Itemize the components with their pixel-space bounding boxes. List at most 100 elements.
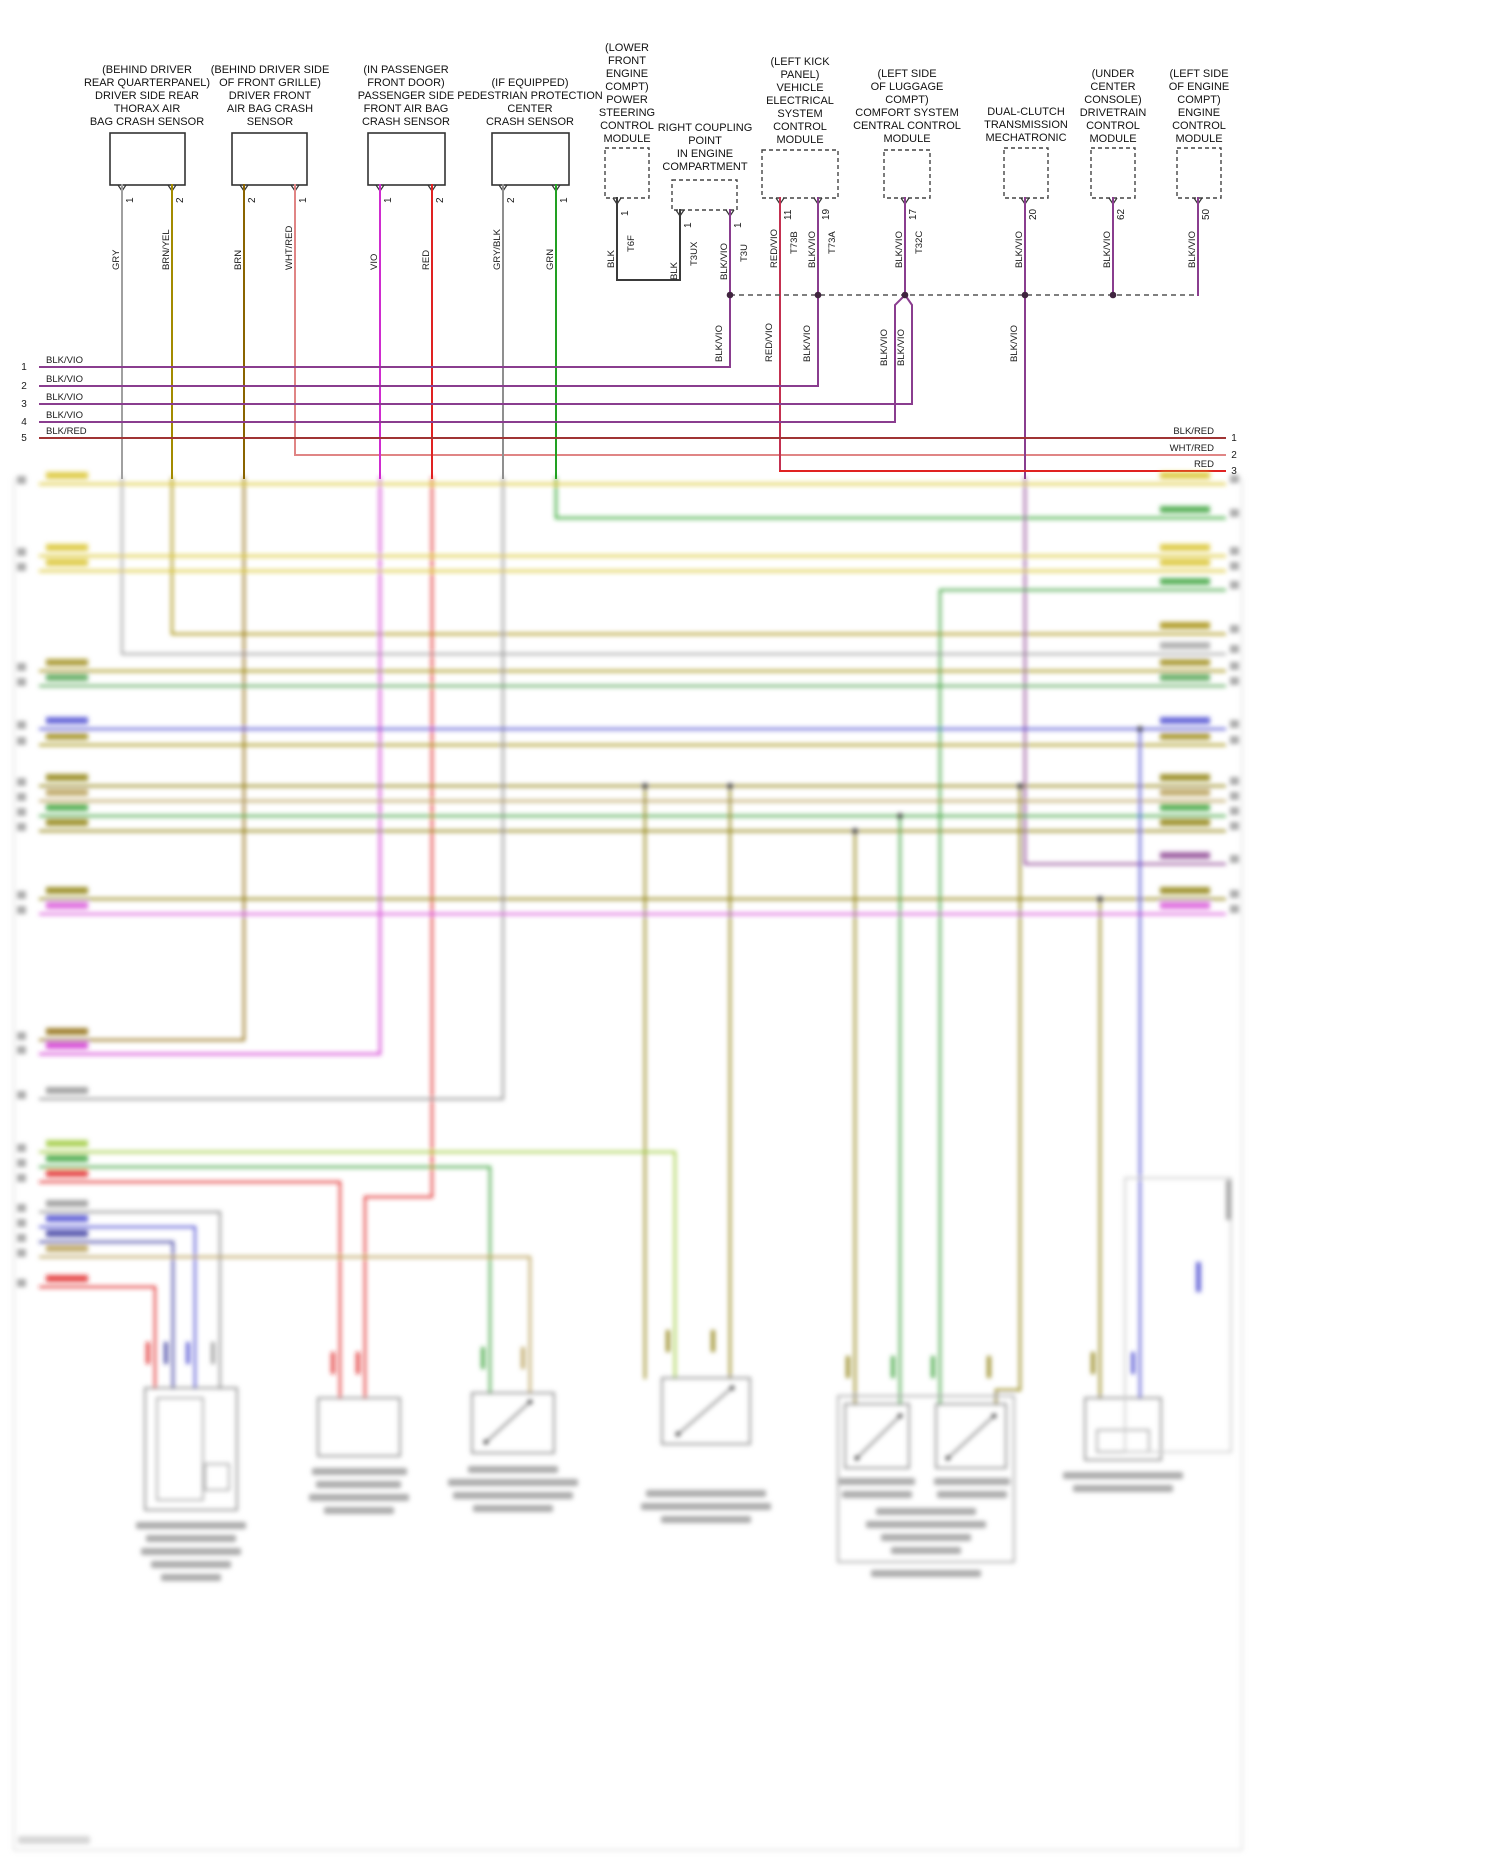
line-number: 2 xyxy=(1231,450,1237,461)
wire-color-label: BLK/VIO xyxy=(1009,325,1020,362)
blurred-left-edge-labels xyxy=(17,472,88,1287)
wire-color-label: BRN/YEL xyxy=(161,229,172,270)
line-number: 5 xyxy=(21,433,27,444)
sensor-box-driver-rear-thorax xyxy=(109,132,186,186)
wire-color-label: BRN xyxy=(233,250,244,270)
wire-color-label: BLK/RED xyxy=(1173,426,1214,437)
sensor-pin-numbers: 1 2 2 1 1 2 2 1 xyxy=(125,197,570,203)
pin-number: 2 xyxy=(506,197,517,203)
pin-number: 1 xyxy=(620,210,631,216)
wire-color-label: BLK/VIO xyxy=(1187,231,1198,268)
connector-id: T6F xyxy=(626,235,637,252)
connector-id: T3U xyxy=(739,244,750,262)
connector-id: T3UX xyxy=(689,241,700,266)
sensor-label-pedestrian-protection: (IF EQUIPPED) PEDESTRIAN PROTECTION CENT… xyxy=(457,77,603,128)
wire-color-label: RED/VIO xyxy=(764,323,775,362)
line-number: 1 xyxy=(21,362,27,373)
pin-number: 50 xyxy=(1201,208,1212,220)
sensor-box-passenger-front xyxy=(367,132,446,186)
wire-color-label: BLK xyxy=(669,261,680,280)
wire-color-label: GRY xyxy=(111,249,122,270)
module-box-vehicle-electrical xyxy=(761,149,839,199)
wire-blk-vio-branch-b xyxy=(903,293,913,405)
sensor-label-driver-rear-thorax: (BEHIND DRIVER REAR QUARTERPANEL) DRIVER… xyxy=(83,64,211,128)
pin-number: 1 xyxy=(298,197,309,203)
sensor-box-pedestrian-protection xyxy=(491,132,570,186)
wire-color-label: RED xyxy=(421,250,432,270)
wire-color-label: BLK/VIO xyxy=(46,410,83,421)
pin-number: 1 xyxy=(125,197,136,203)
module-pin-labels: BLK 1 T6F BLK 1 T3UX BLK/VIO 1 T3U RED/V… xyxy=(606,208,1212,280)
wire-color-label: BLK/VIO xyxy=(719,243,730,280)
pin-number: 2 xyxy=(247,197,258,203)
wire-color-label: BLK/VIO xyxy=(46,392,83,403)
line-number: 3 xyxy=(1231,466,1237,477)
wire-color-label: WHT/RED xyxy=(284,226,295,270)
line-number: 4 xyxy=(21,417,27,428)
pin-number: 17 xyxy=(908,208,919,220)
pin-number: 1 xyxy=(683,222,694,228)
blurred-caption-bars xyxy=(18,1466,1183,1844)
wire-color-label: RED xyxy=(1194,459,1214,470)
wire-color-label: BLK/VIO xyxy=(807,231,818,268)
module-label-vehicle-electrical: (LEFT KICK PANEL) VEHICLE ELECTRICAL SYS… xyxy=(766,56,834,146)
connector-id: T73A xyxy=(827,231,838,254)
sensor-label-passenger-front: (IN PASSENGER FRONT DOOR) PASSENGER SIDE… xyxy=(357,64,455,128)
module-label-coupling-point: RIGHT COUPLING POINT IN ENGINE COMPARTME… xyxy=(657,122,753,173)
pin-number: 19 xyxy=(821,208,832,220)
wire-color-label: BLK/VIO xyxy=(46,374,83,385)
connector-id: T73B xyxy=(789,231,800,254)
module-box-coupling-point xyxy=(671,179,738,211)
wire-color-label: BLK/VIO xyxy=(1102,231,1113,268)
module-box-comfort-system xyxy=(883,149,931,199)
left-line-labels: 1 BLK/VIO 2 BLK/VIO 3 BLK/VIO 4 BLK/VIO … xyxy=(21,355,87,444)
wire-blk-vio-branch-a xyxy=(894,293,907,423)
wire-wht-red xyxy=(294,184,1226,456)
module-label-comfort-system: (LEFT SIDE OF LUGGAGE COMPT) COMFORT SYS… xyxy=(853,68,961,145)
sensor-wire-labels: GRY BRN/YEL BRN WHT/RED VIO RED GRY/BLK … xyxy=(111,226,556,270)
pin-number: 20 xyxy=(1028,208,1039,220)
pin-number: 1 xyxy=(383,197,394,203)
wire-color-label: VIO xyxy=(369,254,380,270)
wire-color-label: BLK/VIO xyxy=(802,325,813,362)
line-number: 1 xyxy=(1231,433,1237,444)
wire-color-label: BLK/RED xyxy=(46,426,87,437)
module-label-engine-control: (LEFT SIDE OF ENGINE COMPT) ENGINE CONTR… xyxy=(1168,68,1230,145)
wire-color-label: RED/VIO xyxy=(769,229,780,268)
upper-section: 1 2 2 1 1 2 2 1 GRY BRN/YEL BRN WHT/RED … xyxy=(21,132,1238,479)
pin-number: 2 xyxy=(175,197,186,203)
wire-color-label: BLK/VIO xyxy=(879,329,890,366)
wire-color-label: BLK/VIO xyxy=(894,231,905,268)
pin-number: 62 xyxy=(1116,208,1127,220)
sensor-box-driver-front xyxy=(231,132,308,186)
splice-junction-dots xyxy=(726,291,1117,299)
wire-color-label: GRY/BLK xyxy=(492,228,503,270)
sensor-label-driver-front: (BEHIND DRIVER SIDE OF FRONT GRILLE) DRI… xyxy=(210,64,330,128)
line-number: 2 xyxy=(21,381,27,392)
pin-number: 2 xyxy=(435,197,446,203)
wire-color-label: BLK xyxy=(606,249,617,268)
module-label-power-steering: (LOWER FRONT ENGINE COMPT) POWER STEERIN… xyxy=(598,42,656,145)
line-number: 3 xyxy=(21,399,27,410)
wire-color-label: BLK/VIO xyxy=(714,325,725,362)
blurred-pin-label-bars xyxy=(146,1180,1231,1378)
blurred-lower-section xyxy=(13,472,1243,1851)
pin-number: 11 xyxy=(783,209,794,220)
wire-color-label: WHT/RED xyxy=(1170,443,1214,454)
module-label-dct-mechatronic: DUAL-CLUTCH TRANSMISSION MECHATRONIC xyxy=(984,106,1068,144)
wire-color-label: BLK/VIO xyxy=(896,329,907,366)
blurred-right-edge-labels xyxy=(1160,472,1239,913)
below-bus-wire-labels: BLK/VIO RED/VIO BLK/VIO BLK/VIO BLK/VIO … xyxy=(714,323,1020,366)
module-label-drivetrain: (UNDER CENTER CONSOLE) DRIVETRAIN CONTRO… xyxy=(1079,68,1147,145)
wire-color-label: BLK/VIO xyxy=(46,355,83,366)
wire-color-label: BLK/VIO xyxy=(1014,231,1025,268)
pin-number: 1 xyxy=(733,222,744,228)
pin-number: 1 xyxy=(559,197,570,203)
wire-blk-ground-loop xyxy=(616,197,681,281)
right-line-labels: BLK/RED 1 WHT/RED 2 RED 3 xyxy=(1170,426,1238,477)
wire-color-label: GRN xyxy=(545,249,556,270)
connector-id: T32C xyxy=(914,231,925,254)
